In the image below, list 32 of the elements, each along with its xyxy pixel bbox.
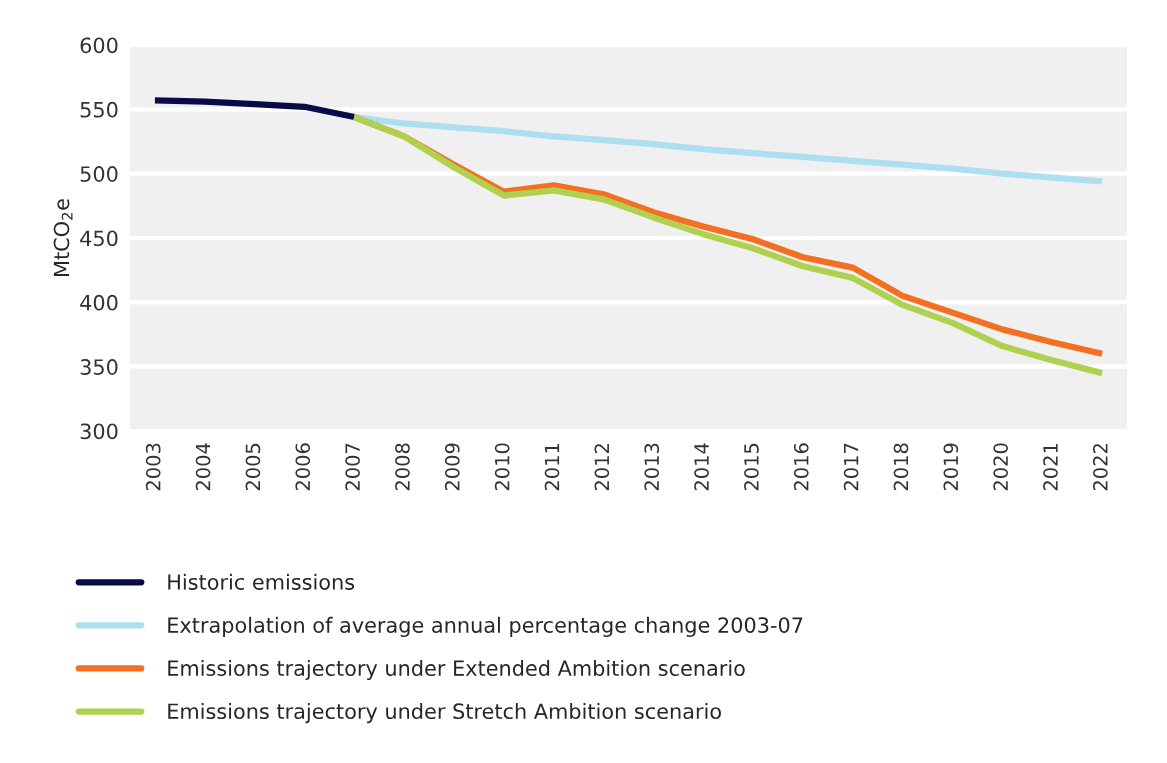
x-tick-label: 2004 — [195, 443, 211, 491]
x-tick-label: 2013 — [644, 443, 660, 491]
x-tick-label: 2018 — [893, 443, 909, 491]
legend-label: Extrapolation of average annual percentage change 2003-07 — [168, 616, 803, 637]
y-tick-label: 600 — [80, 37, 118, 54]
x-tick-label: 2017 — [843, 443, 859, 491]
y-tick-label: 400 — [80, 294, 118, 311]
y-tick-label: 450 — [80, 230, 118, 247]
x-tick-label: 2021 — [1043, 443, 1058, 491]
x-tick-label: 2022 — [1093, 444, 1108, 491]
y-tick-label: 350 — [80, 359, 118, 375]
x-tick-label: 2015 — [744, 443, 759, 491]
x-tick-label: 2012 — [594, 444, 610, 491]
y-tick-label: 500 — [80, 166, 118, 182]
x-tick-label: 2011 — [544, 443, 560, 491]
x-tick-label: 2005 — [245, 443, 261, 491]
legend-label: Emissions trajectory under Extended Ambition scenario — [168, 659, 745, 681]
x-tick-label: 2008 — [395, 443, 410, 491]
y-axis-title: MtCO$_{2}$e — [53, 199, 73, 276]
x-tick-label: 2006 — [295, 443, 311, 491]
x-tick-label: 2016 — [793, 443, 809, 491]
x-tick-label: 2019 — [943, 443, 959, 491]
y-tick-label: 300 — [80, 423, 118, 440]
x-tick-label: 2020 — [993, 443, 1009, 491]
x-tick-label: 2009 — [444, 443, 460, 491]
y-tick-label: 550 — [80, 101, 118, 118]
legend-label: Emissions trajectory under Stretch Ambition scenario — [168, 702, 721, 724]
legend-label: Historic emissions — [168, 573, 355, 590]
x-tick-label: 2003 — [145, 443, 161, 491]
x-tick-label: 2014 — [694, 443, 709, 491]
x-tick-label: 2010 — [494, 443, 510, 491]
x-tick-label: 2007 — [345, 443, 360, 491]
